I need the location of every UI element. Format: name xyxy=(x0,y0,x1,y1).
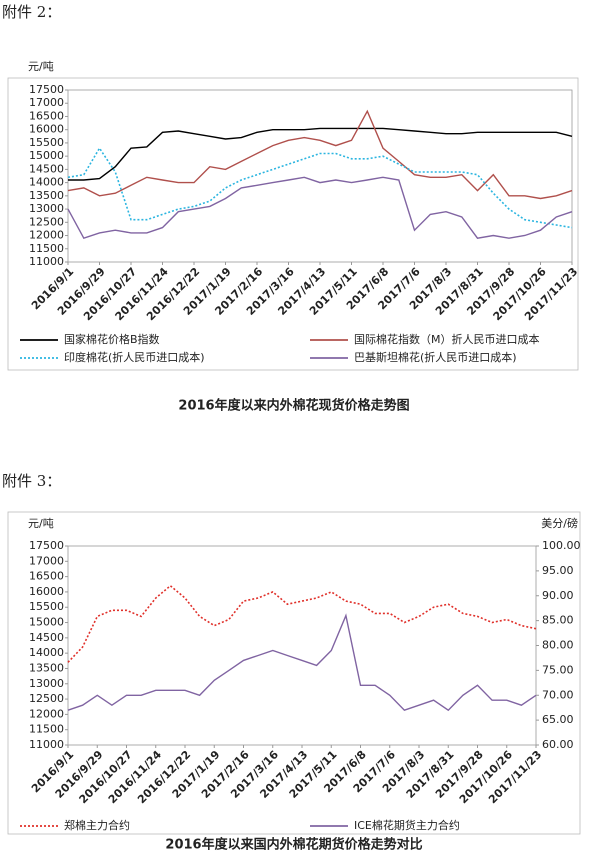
y-tick-label: 16500 xyxy=(29,570,64,583)
y-tick-label: 14000 xyxy=(29,176,64,189)
chart-frame xyxy=(7,511,581,835)
y-tick-label: 13000 xyxy=(29,677,64,690)
series-line xyxy=(67,109,573,200)
y-tick-label: 16000 xyxy=(29,123,64,136)
y2-tick-label: 90.00 xyxy=(542,589,574,602)
chart-frame xyxy=(7,77,579,371)
y-tick-label: 15000 xyxy=(29,149,64,162)
chart-title: 2016年度以来内外棉花现货价格走势图 xyxy=(178,398,409,414)
y-axis-label: 元/吨 xyxy=(28,60,54,73)
y-tick-label: 11000 xyxy=(29,255,64,268)
y2-tick-label: 70.00 xyxy=(542,688,574,701)
y2-tick-label: 60.00 xyxy=(542,738,574,751)
series-line xyxy=(68,127,573,181)
y2-tick-label: 100.00 xyxy=(542,539,581,552)
y-tick-label: 12500 xyxy=(29,215,64,228)
series-line xyxy=(67,146,573,229)
y-tick-label: 17500 xyxy=(29,83,64,96)
attachment-label: 附件 3： xyxy=(2,472,61,490)
y-axis-label: 元/吨 xyxy=(28,517,54,530)
y2-tick-label: 85.00 xyxy=(542,614,574,627)
series-line xyxy=(67,584,537,663)
y2-tick-label: 65.00 xyxy=(542,713,574,726)
y-tick-label: 17000 xyxy=(29,96,64,109)
legend-label: 国际棉花指数（M）折人民币进口成本 xyxy=(354,332,540,346)
y-tick-label: 17000 xyxy=(29,554,64,567)
y-tick-label: 13500 xyxy=(29,189,64,202)
y-tick-label: 16000 xyxy=(29,585,64,598)
y-tick-label: 16500 xyxy=(29,109,64,122)
y-tick-label: 17500 xyxy=(29,539,64,552)
y-tick-label: 15500 xyxy=(29,136,64,149)
legend-label: 巴基斯坦棉花(折人民币进口成本) xyxy=(354,350,517,364)
y2-tick-label: 75.00 xyxy=(542,663,574,676)
legend-label: 印度棉花(折人民币进口成本) xyxy=(64,350,205,364)
y2-tick-label: 95.00 xyxy=(542,564,574,577)
y-tick-label: 12000 xyxy=(29,707,64,720)
legend-label: 郑棉主力合约 xyxy=(64,818,130,832)
y-tick-label: 11000 xyxy=(29,738,64,751)
y-tick-label: 13000 xyxy=(29,202,64,215)
y-tick-label: 14500 xyxy=(29,162,64,175)
y2-tick-label: 80.00 xyxy=(542,639,574,652)
legend-label: 国家棉花价格B指数 xyxy=(64,332,160,346)
y-tick-label: 12000 xyxy=(29,229,64,242)
attachment-label: 附件 2： xyxy=(2,3,61,21)
y-tick-label: 15500 xyxy=(29,600,64,613)
series-line xyxy=(67,613,537,712)
y-tick-label: 14000 xyxy=(29,646,64,659)
y-tick-label: 14500 xyxy=(29,631,64,644)
y2-axis-label: 美分/磅 xyxy=(541,516,578,530)
y-tick-label: 11500 xyxy=(29,723,64,736)
chart-title: 2016年度以来国内外棉花期货价格走势对比 xyxy=(165,837,422,853)
legend-label: ICE棉花期货主力合约 xyxy=(354,818,460,832)
y-tick-label: 15000 xyxy=(29,616,64,629)
y-tick-label: 13500 xyxy=(29,661,64,674)
y-tick-label: 11500 xyxy=(29,242,64,255)
y-tick-label: 12500 xyxy=(29,692,64,705)
plot-frame xyxy=(67,545,537,746)
series-line xyxy=(67,176,573,240)
